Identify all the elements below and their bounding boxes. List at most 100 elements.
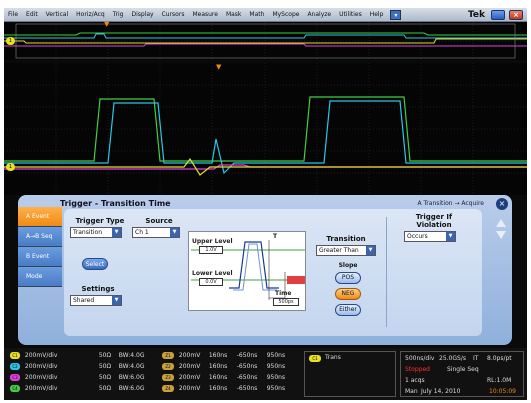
transition-select[interactable]: Greater Than ▼ xyxy=(316,245,376,256)
math-time: 160ns xyxy=(208,385,228,392)
channel-readout-row[interactable]: C3 200mV/div 50Ω BW:6.0G xyxy=(10,374,144,383)
slope-pos-button[interactable]: POS xyxy=(335,272,361,284)
menu-trig[interactable]: Trig xyxy=(112,10,124,18)
source-value: Ch 1 xyxy=(135,229,149,236)
violation-select[interactable]: Occurs ▼ xyxy=(404,231,456,242)
trigger-type-select[interactable]: Transition ▼ xyxy=(70,227,122,238)
overview-trace-ch2 xyxy=(4,33,527,39)
slope-neg-button[interactable]: NEG xyxy=(335,288,361,300)
brand-logo: Tek xyxy=(467,10,485,20)
dialog-close-button[interactable]: × xyxy=(496,198,508,210)
nav-down-icon[interactable] xyxy=(496,231,506,239)
acquisition-count: 1 acqs xyxy=(405,377,425,384)
math-scale: 200mV xyxy=(178,374,201,381)
chevron-down-icon[interactable]: ▾ xyxy=(390,9,402,20)
overview-waveform-pane[interactable]: ▼ 1 xyxy=(4,20,527,60)
menu-horiz-acq[interactable]: Horiz/Acq xyxy=(76,10,105,18)
settings-value: Shared xyxy=(73,297,95,304)
menu-measure[interactable]: Measure xyxy=(192,10,218,18)
upper-level-label: Upper Level xyxy=(192,238,233,245)
main-waveform-pane[interactable]: ▼ 1 xyxy=(4,63,527,195)
math-scale: 200mV xyxy=(178,363,201,370)
channel-1-marker-main[interactable]: 1 xyxy=(6,163,15,171)
channel-bandwidth: BW:4.0G xyxy=(118,363,145,370)
upper-level-field[interactable]: 1.0V xyxy=(199,246,223,254)
channel-impedance: 50Ω xyxy=(98,363,112,370)
channel-1-marker-top[interactable]: 1 xyxy=(6,37,15,45)
close-button[interactable]: × xyxy=(509,10,523,20)
dialog-title: Trigger - Transition Time xyxy=(60,199,171,208)
time-per-point: 8.0ps/pt xyxy=(487,355,512,362)
dialog-breadcrumb: A Transition → Acquire xyxy=(417,200,484,207)
trigger-type-readout: Trans xyxy=(325,354,341,361)
menu-edit[interactable]: Edit xyxy=(26,10,38,18)
divider xyxy=(386,217,387,327)
trace-ch2 xyxy=(4,100,527,175)
channel-readout-row[interactable]: C1 200mV/div 50Ω BW:4.0G xyxy=(10,352,144,361)
channel-readout-row[interactable]: C2 200mV/div 50Ω BW:4.0G xyxy=(10,363,144,372)
side-tabs: A Event A→B Seq B Event Mode xyxy=(18,207,62,343)
trigger-pointer-top: ▼ xyxy=(104,20,110,28)
menu-cursors[interactable]: Cursors xyxy=(161,10,185,18)
menu-vertical[interactable]: Vertical xyxy=(45,10,69,18)
trigger-pointer-main: ▼ xyxy=(216,63,222,71)
oscilloscope-app: File Edit Vertical Horiz/Acq Trig Displa… xyxy=(4,8,527,400)
time-field[interactable]: 500ps xyxy=(273,298,299,306)
math-time: 160ns xyxy=(208,363,228,370)
tab-mode[interactable]: Mode xyxy=(18,267,62,287)
menu-display[interactable]: Display xyxy=(131,10,154,18)
violation-label: Trigger If xyxy=(415,213,453,221)
tab-b-event[interactable]: B Event xyxy=(18,247,62,267)
math-offset: -650ns xyxy=(236,374,258,381)
math-readout-row[interactable]: Z3 200mV 160ns -650ns 950ns xyxy=(162,374,285,383)
math-readout-row[interactable]: Z4 200mV 160ns -650ns 950ns xyxy=(162,385,285,394)
transition-value: Greater Than xyxy=(319,247,359,254)
menu-utilities[interactable]: Utilities xyxy=(339,10,362,18)
channel-scale: 200mV/div xyxy=(24,374,58,381)
menu-myscope[interactable]: MyScope xyxy=(272,10,300,18)
trigger-readout[interactable]: C1 Trans xyxy=(304,351,396,397)
math-time: 160ns xyxy=(208,352,228,359)
settings-select[interactable]: Shared ▼ xyxy=(70,295,122,306)
horizontal-scale: 500ns/div xyxy=(405,355,435,362)
math-badge: Z2 xyxy=(162,363,174,370)
chevron-down-icon: ▼ xyxy=(446,232,455,241)
nav-up-icon[interactable] xyxy=(496,219,506,227)
acquisition-state: Stopped xyxy=(405,366,430,373)
math-readout-row[interactable]: Z2 200mV 160ns -650ns 950ns xyxy=(162,363,285,372)
overview-trace-ch4 xyxy=(4,32,527,36)
math-span: 950ns xyxy=(266,385,286,392)
acquisition-mode: Single Seq xyxy=(447,366,479,373)
menu-file[interactable]: File xyxy=(8,10,19,18)
source-select[interactable]: Ch 1 ▼ xyxy=(132,227,180,238)
trigger-type-value: Transition xyxy=(73,229,103,236)
math-offset: -650ns xyxy=(236,352,258,359)
select-button[interactable]: Select xyxy=(82,258,108,270)
tab-a-event[interactable]: A Event xyxy=(18,207,62,227)
minimize-button[interactable] xyxy=(491,10,505,20)
trigger-type-label: Trigger Type xyxy=(75,217,125,225)
slope-either-button[interactable]: Either xyxy=(335,304,361,316)
math-offset: -650ns xyxy=(236,363,258,370)
tab-a-b-seq[interactable]: A→B Seq xyxy=(18,227,62,247)
channel-readout-row[interactable]: C4 200mV/div 50Ω BW:6.0G xyxy=(10,385,144,394)
menu-help[interactable]: Help xyxy=(369,10,384,18)
math-badge: Z1 xyxy=(162,352,174,359)
math-readout-row[interactable]: Z1 200mV 160ns -650ns 950ns xyxy=(162,352,285,361)
channel-bandwidth: BW:6.0G xyxy=(118,374,145,381)
violation-label-line2: Violation xyxy=(416,221,452,229)
menu-mask[interactable]: Mask xyxy=(225,10,242,18)
overview-graticule xyxy=(4,22,527,60)
channel-scale: 200mV/div xyxy=(24,352,58,359)
channel-bandwidth: BW:4.0G xyxy=(118,352,145,359)
menu-math[interactable]: Math xyxy=(249,10,265,18)
lower-level-label: Lower Level xyxy=(192,270,233,277)
user-mode: Man xyxy=(405,388,418,395)
lower-level-field[interactable]: 0.0V xyxy=(199,278,223,286)
menu-analyze[interactable]: Analyze xyxy=(307,10,332,18)
channel-3-badge: C3 xyxy=(10,374,20,381)
time-label: Time xyxy=(275,290,292,297)
acquisition-readout[interactable]: 500ns/div 25.0GS/s IT 8.0ps/pt Stopped S… xyxy=(400,351,524,397)
transition-label: Transition xyxy=(326,235,366,243)
transition-diagram: Upper Level 1.0V Lower Level 0.0V T Time… xyxy=(188,231,306,311)
